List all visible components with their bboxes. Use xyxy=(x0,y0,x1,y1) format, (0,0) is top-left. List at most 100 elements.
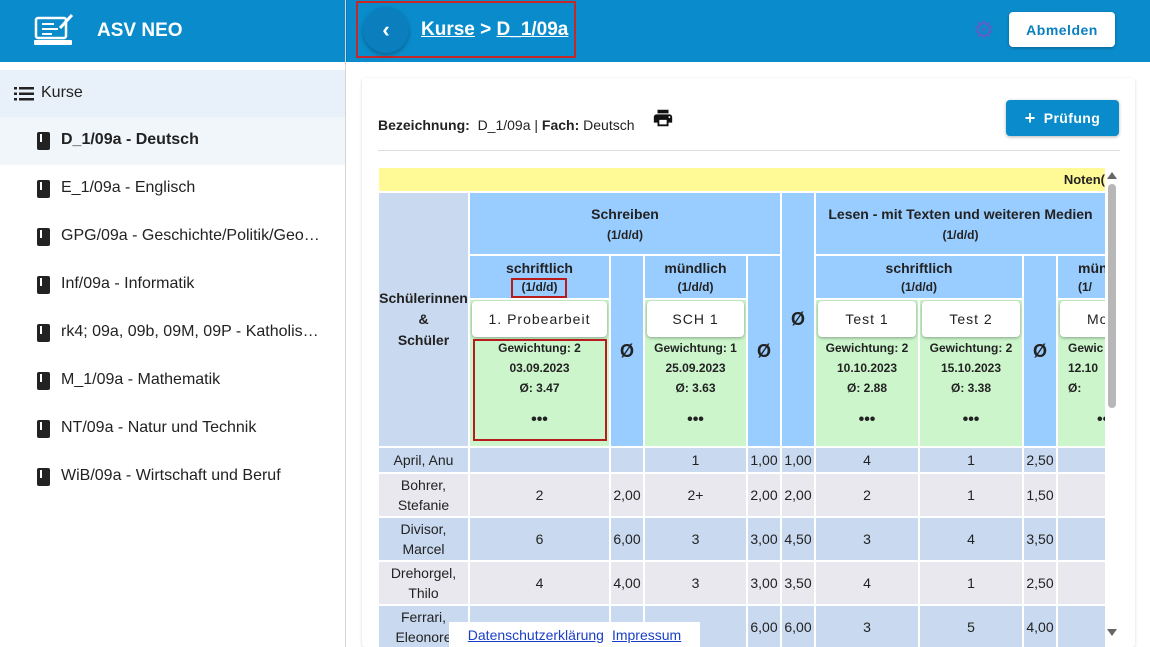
exam-button-test2[interactable]: Test 2 xyxy=(922,301,1020,337)
grade-cell[interactable]: 6,00 xyxy=(611,518,643,560)
grade-cell[interactable]: 1,00 xyxy=(782,448,814,472)
grade-cell[interactable]: 1,00 xyxy=(748,448,780,472)
grade-cell[interactable]: 2 xyxy=(816,474,918,516)
grade-cell[interactable]: 6,00 xyxy=(782,606,814,647)
sidebar-item-label: rk4; 09a, 09b, 09M, 09P - Katholis… xyxy=(61,323,319,340)
grade-cell[interactable]: 1 xyxy=(920,562,1022,604)
sidebar: Kurse D_1/09a - Deutsch E_1/09a - Englis… xyxy=(0,62,345,647)
grade-cell[interactable]: 1,50 xyxy=(1024,474,1056,516)
grade-cell[interactable]: 6 xyxy=(470,518,609,560)
exam-more-button[interactable]: ••• xyxy=(962,411,980,428)
grade-cell[interactable]: 3,00 xyxy=(748,518,780,560)
grade-cell[interactable]: 2,00 xyxy=(782,474,814,516)
grade-cell[interactable] xyxy=(1058,606,1105,647)
grade-cell[interactable]: 1 xyxy=(920,474,1022,516)
exam-more-button[interactable]: ••• xyxy=(687,411,704,428)
breadcrumb-separator: > xyxy=(480,19,492,40)
exam-button-mo[interactable]: Mo xyxy=(1060,301,1105,337)
grade-cell[interactable] xyxy=(1058,448,1105,472)
grade-cell[interactable]: 2+ xyxy=(645,474,746,516)
grade-cell[interactable]: 2,50 xyxy=(1024,562,1056,604)
sidebar-item-label: M_1/09a - Mathematik xyxy=(61,371,221,388)
grade-cell[interactable]: 3 xyxy=(645,562,746,604)
sidebar-item-d-deutsch[interactable]: D_1/09a - Deutsch xyxy=(0,117,345,165)
grade-cell[interactable]: 3,50 xyxy=(1024,518,1056,560)
grade-cell[interactable]: 2,00 xyxy=(748,474,780,516)
scrollbar-thumb[interactable] xyxy=(1108,184,1116,408)
grade-cell[interactable] xyxy=(1058,518,1105,560)
grade-cell[interactable] xyxy=(1058,562,1105,604)
sidebar-item-rk4[interactable]: rk4; 09a, 09b, 09M, 09P - Katholis… xyxy=(0,309,345,357)
grade-cell[interactable]: 4,00 xyxy=(1024,606,1056,647)
breadcrumb-current-link[interactable]: D_1/09a xyxy=(496,19,569,40)
back-button[interactable]: ‹ xyxy=(363,7,409,53)
grade-cell[interactable]: 2,50 xyxy=(1024,448,1056,472)
subgroup-weight: (1/ xyxy=(1078,280,1093,294)
grade-cell[interactable]: 4,50 xyxy=(782,518,814,560)
add-exam-button[interactable]: + Prüfung xyxy=(1006,100,1119,136)
grade-cell[interactable]: 4 xyxy=(816,562,918,604)
grade-cell[interactable]: 2 xyxy=(470,474,609,516)
grade-cell[interactable]: 5 xyxy=(920,606,1022,647)
sidebar-item-e-englisch[interactable]: E_1/09a - Englisch xyxy=(0,165,345,213)
grade-cell[interactable]: 3,50 xyxy=(782,562,814,604)
grade-cell[interactable]: 4 xyxy=(470,562,609,604)
students-header-line1: Schülerinnen xyxy=(379,290,468,306)
grade-cell[interactable]: 1 xyxy=(920,448,1022,472)
subgroup-header-muendlich: mündlich (1/d/d) xyxy=(645,256,746,298)
scroll-down-icon[interactable] xyxy=(1107,629,1117,636)
subgroup-title: mündlich xyxy=(664,260,727,276)
sidebar-item-mathematik[interactable]: M_1/09a - Mathematik xyxy=(0,357,345,405)
exam-avg: Ø: 2.88 xyxy=(846,381,888,395)
sidebar-item-label: NT/09a - Natur und Technik xyxy=(61,419,257,436)
exam-button-test1[interactable]: Test 1 xyxy=(818,301,916,337)
book-icon xyxy=(37,180,50,198)
grade-cell[interactable]: 3,00 xyxy=(748,562,780,604)
grade-cell[interactable]: 4,00 xyxy=(611,562,643,604)
subgroup-header-muendlich-2: münd (1/ xyxy=(1058,256,1105,298)
sidebar-heading[interactable]: Kurse xyxy=(0,70,345,117)
book-icon xyxy=(37,276,50,294)
exam-weight: Gewichtung: 2 xyxy=(929,341,1013,355)
breadcrumb: Kurse > D_1/09a xyxy=(421,19,568,41)
student-name: Bohrer, Stefanie xyxy=(379,474,468,516)
scroll-up-icon[interactable] xyxy=(1107,172,1117,179)
imprint-link[interactable]: Impressum xyxy=(611,626,682,643)
exam-weight: Gewichtung: 1 xyxy=(654,341,737,355)
privacy-link[interactable]: Datenschutzerklärung xyxy=(467,626,604,643)
exam-button-sch1[interactable]: SCH 1 xyxy=(647,301,744,337)
grade-cell[interactable] xyxy=(1058,474,1105,516)
subgroup-title: schriftlich xyxy=(506,260,573,276)
grade-cell[interactable] xyxy=(611,448,643,472)
grade-cell[interactable]: 2,00 xyxy=(611,474,643,516)
breadcrumb-highlight xyxy=(356,1,576,58)
logout-button[interactable]: Abmelden xyxy=(1009,12,1115,47)
sidebar-item-wib[interactable]: WiB/09a - Wirtschaft und Beruf xyxy=(0,453,345,501)
exam-button-probearbeit[interactable]: 1. Probearbeit xyxy=(472,301,607,337)
app-title: ASV NEO xyxy=(97,20,183,41)
grade-cell[interactable]: 4 xyxy=(816,448,918,472)
grade-cell[interactable]: 6,00 xyxy=(748,606,780,647)
brand: ASV NEO xyxy=(0,0,345,62)
grade-cell[interactable]: 3 xyxy=(816,518,918,560)
printer-icon[interactable] xyxy=(652,107,674,129)
exam-more-button[interactable]: ••• xyxy=(531,411,548,428)
sidebar-item-label: Inf/09a - Informatik xyxy=(61,275,195,292)
sidebar-item-label: D_1/09a - Deutsch xyxy=(61,131,199,148)
group-weight: (1/d/d) xyxy=(607,227,643,242)
grade-cell[interactable]: 1 xyxy=(645,448,746,472)
exam-more-button[interactable]: ••• xyxy=(858,411,876,428)
sidebar-item-gpg[interactable]: GPG/09a - Geschichte/Politik/Geo… xyxy=(0,213,345,261)
breadcrumb-root-link[interactable]: Kurse xyxy=(421,19,475,40)
sidebar-item-inf[interactable]: Inf/09a - Informatik xyxy=(0,261,345,309)
fach-label: Fach: xyxy=(541,117,580,133)
sidebar-item-label: GPG/09a - Geschichte/Politik/Geo… xyxy=(61,227,320,244)
exam-more-button[interactable]: ••• xyxy=(1097,411,1105,428)
grade-cell[interactable]: 3 xyxy=(816,606,918,647)
grade-cell[interactable] xyxy=(470,448,609,472)
sidebar-item-nt[interactable]: NT/09a - Natur und Technik xyxy=(0,405,345,453)
grade-cell[interactable]: 4 xyxy=(920,518,1022,560)
gear-icon[interactable]: ⚙ xyxy=(973,17,995,44)
book-icon xyxy=(37,132,50,150)
grade-cell[interactable]: 3 xyxy=(645,518,746,560)
